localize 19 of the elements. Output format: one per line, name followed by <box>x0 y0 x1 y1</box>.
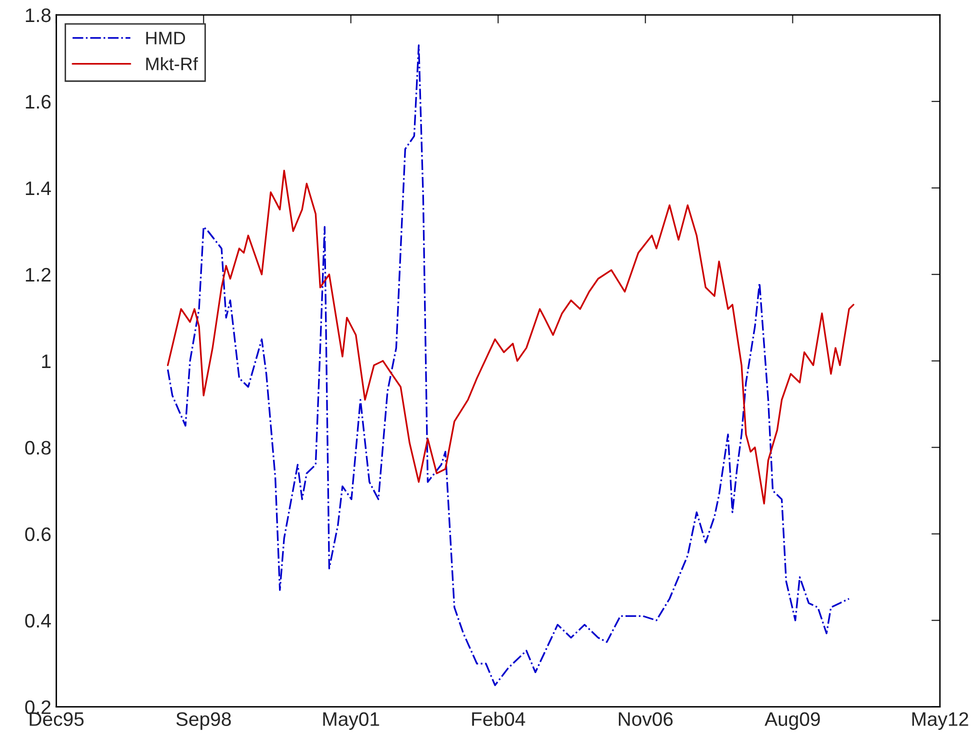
legend-label: Mkt-Rf <box>146 57 198 70</box>
y-tick-label: 1.8 <box>26 8 51 22</box>
x-tick-label: Nov06 <box>618 712 673 726</box>
y-tick-label: 1.2 <box>26 268 50 282</box>
y-tick-label: 0.2 <box>25 700 50 714</box>
line-series <box>166 170 854 504</box>
x-tick-label: Feb04 <box>472 712 526 726</box>
y-tick-label: 1 <box>42 354 51 368</box>
y-tick-label: 1.4 <box>26 182 51 195</box>
y-tick-label: 0.6 <box>25 527 51 542</box>
x-tick-label: May01 <box>323 712 380 730</box>
y-tick-label: 1.6 <box>26 94 51 109</box>
x-tick-label: Dec95 <box>30 712 84 726</box>
x-tick-label: Sep98 <box>176 712 231 730</box>
x-tick-label: Aug09 <box>764 712 820 730</box>
legend-label: HMD <box>146 32 186 44</box>
y-tick-label: 0.4 <box>25 614 51 628</box>
x-tick-label: May12 <box>912 712 968 730</box>
y-tick-label: 0.8 <box>25 440 51 455</box>
